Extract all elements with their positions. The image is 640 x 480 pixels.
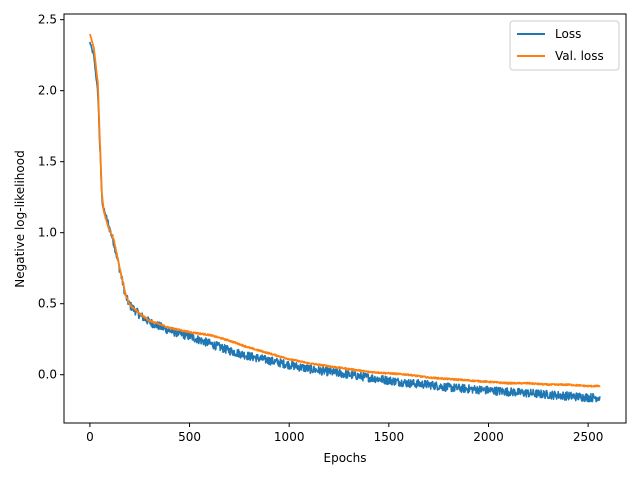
y-axis-label: Negative log-likelihood bbox=[13, 150, 27, 287]
x-axis-label: Epochs bbox=[324, 451, 367, 465]
series-line-loss bbox=[89, 41, 601, 403]
legend-label-loss: Loss bbox=[555, 27, 581, 41]
y-tick-label: 2.5 bbox=[38, 13, 57, 27]
x-tick-label: 1500 bbox=[374, 430, 405, 444]
y-tick-label: 0.0 bbox=[38, 368, 57, 382]
series-layer bbox=[89, 33, 601, 403]
y-tick-label: 2.0 bbox=[38, 84, 57, 98]
y-tick-label: 1.5 bbox=[38, 155, 57, 169]
plot-frame bbox=[63, 13, 627, 424]
x-tick-label: 1000 bbox=[274, 430, 305, 444]
x-tick-label: 2000 bbox=[473, 430, 504, 444]
x-axis: 0 500 1000 1500 2000 2500 bbox=[86, 423, 603, 444]
x-tick-label: 0 bbox=[86, 430, 94, 444]
series-line-val-loss bbox=[89, 33, 601, 388]
y-tick-label: 1.0 bbox=[38, 226, 57, 240]
legend-label-val-loss: Val. loss bbox=[555, 49, 604, 63]
x-tick-label: 500 bbox=[178, 430, 201, 444]
y-axis: 0.0 0.5 1.0 1.5 2.0 2.5 bbox=[38, 13, 64, 382]
legend: Loss Val. loss bbox=[509, 20, 620, 71]
x-tick-label: 2500 bbox=[573, 430, 604, 444]
y-tick-label: 0.5 bbox=[38, 297, 57, 311]
